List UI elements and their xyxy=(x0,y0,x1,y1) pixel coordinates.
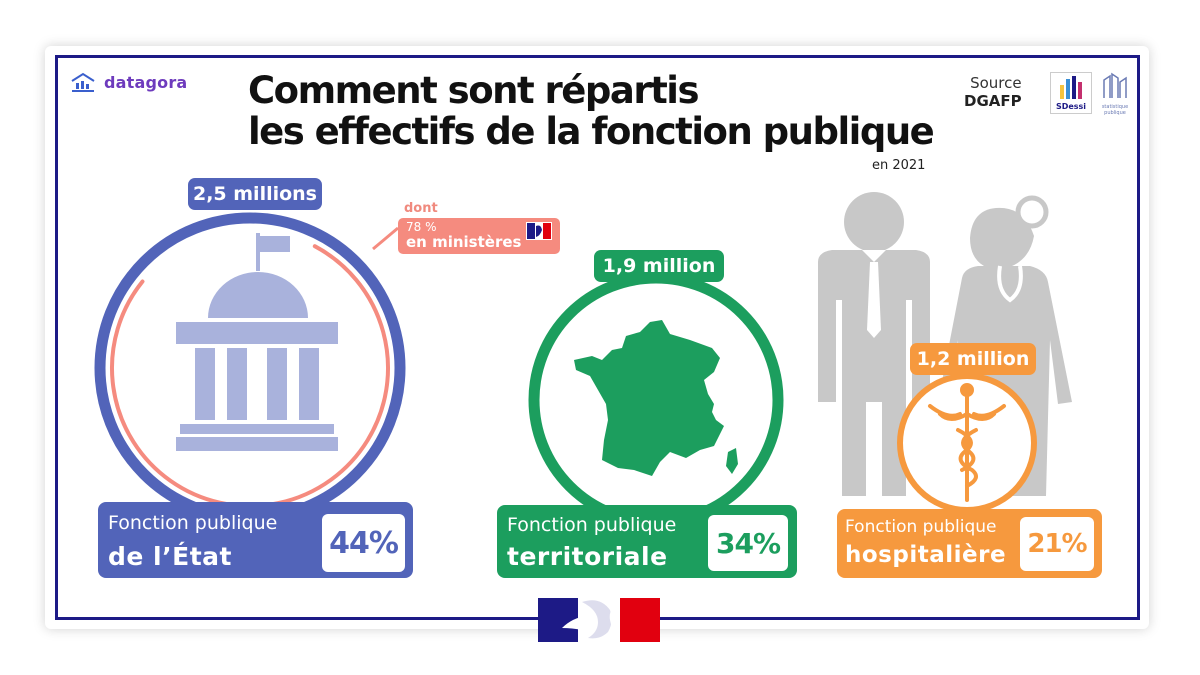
government-building-icon xyxy=(176,233,338,451)
count-pill-etat: 2,5 millions xyxy=(188,178,322,210)
ministeres-prefix: dont xyxy=(404,201,438,216)
ministeres-pct: 78 % xyxy=(406,220,437,234)
ministeres-connector xyxy=(372,226,399,251)
statistique-publique-logo: statistique publique xyxy=(1100,72,1130,116)
card-etat: Fonction publique de l’État 44% xyxy=(98,502,413,578)
sdessi-logo: SDessi xyxy=(1050,72,1092,114)
statistique-publique-text: statistique publique xyxy=(1101,104,1129,116)
title-line-1: Comment sont répartis xyxy=(248,69,699,112)
source-block: Source DGAFP xyxy=(964,74,1022,110)
france-map-icon xyxy=(574,320,738,476)
card-territoriale-line2: territoriale xyxy=(507,542,668,571)
bar-chart-icon xyxy=(71,72,95,92)
card-territoriale: Fonction publique territoriale 34% xyxy=(497,505,797,578)
sdessi-text: SDessi xyxy=(1055,102,1087,111)
source-org: DGAFP xyxy=(964,92,1022,110)
count-pill-territoriale: 1,9 million xyxy=(594,250,724,282)
card-hospitaliere: Fonction publique hospitalière 21% xyxy=(837,509,1102,578)
source-label: Source xyxy=(970,74,1022,92)
card-etat-line1: Fonction publique xyxy=(108,512,278,534)
card-territoriale-line1: Fonction publique xyxy=(507,514,677,536)
brand: datagora xyxy=(70,72,187,92)
card-hospitaliere-line2: hospitalière xyxy=(845,542,1007,568)
sdessi-bars-icon xyxy=(1060,76,1082,99)
card-etat-line2: de l’État xyxy=(108,542,232,571)
card-hospitaliere-line1: Fonction publique xyxy=(845,517,997,537)
count-pill-hospitaliere: 1,2 million xyxy=(910,343,1036,375)
statistique-publique-icon xyxy=(1103,72,1127,98)
brand-name: datagora xyxy=(104,72,188,92)
ministeres-callout: 78 % en ministères xyxy=(398,218,560,254)
card-territoriale-pct: 34% xyxy=(708,515,788,571)
marianne-logo-icon xyxy=(538,598,660,642)
marianne-small-icon xyxy=(526,222,552,240)
title-line-2: les effectifs de la fonction publique xyxy=(248,110,935,153)
page-title: Comment sont répartis les effectifs de l… xyxy=(248,69,935,153)
caduceus-icon xyxy=(928,383,1006,502)
etat-circle xyxy=(94,212,406,524)
card-etat-pct: 44% xyxy=(322,514,405,572)
year-label: en 2021 xyxy=(872,158,926,173)
card-hospitaliere-pct: 21% xyxy=(1020,517,1094,571)
ministeres-label: en ministères xyxy=(406,233,522,251)
